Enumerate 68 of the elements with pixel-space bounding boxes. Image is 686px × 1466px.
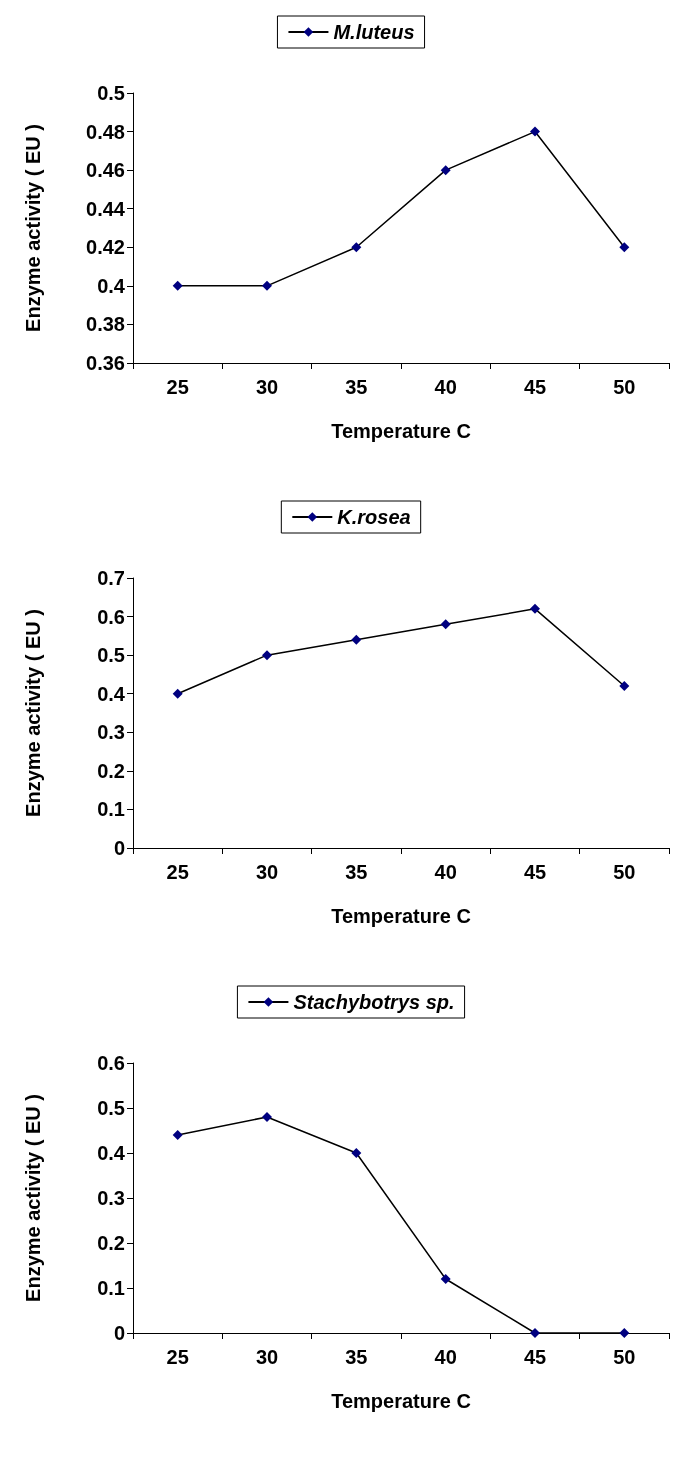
y-tick-label: 0.44 (86, 197, 126, 220)
point (530, 126, 540, 137)
y-tick-label: 0.5 (97, 644, 125, 667)
y-tick-label: 0.48 (86, 120, 125, 143)
point (351, 1148, 362, 1158)
x-axis-title: Temperature C (331, 905, 471, 927)
point (440, 165, 451, 176)
y-tick-label: 0 (113, 1322, 125, 1344)
y-tick-label: 0.46 (86, 159, 125, 182)
x-tick-label: 40 (434, 376, 457, 398)
point (262, 280, 272, 291)
point (530, 603, 540, 614)
y-tick-label: 0.3 (97, 721, 125, 744)
point (351, 634, 362, 645)
y-tick-label: 0.1 (97, 1277, 125, 1299)
y-tick-label: 0.4 (97, 274, 126, 297)
point (619, 242, 630, 253)
y-axis-title: Enzyme activity ( EU ) (22, 609, 44, 817)
point (262, 650, 272, 661)
y-tick-label: 0.4 (97, 682, 126, 705)
point (440, 619, 451, 630)
y-tick-label: 0.5 (97, 1097, 125, 1119)
x-tick-label: 45 (523, 376, 547, 398)
x-tick-label: 25 (166, 861, 189, 883)
x-tick-label: 30 (255, 1346, 279, 1368)
point (619, 1328, 630, 1338)
x-axis-title: Temperature C (331, 1390, 471, 1412)
x-tick-label: 30 (255, 861, 279, 883)
x-tick-label: 25 (166, 376, 189, 398)
y-tick-label: 0.36 (86, 352, 125, 374)
y-tick-label: 0.6 (97, 605, 125, 628)
point (530, 1328, 540, 1338)
y-axis-title: Enzyme activity ( EU ) (22, 1094, 44, 1302)
x-tick-label: 35 (345, 861, 368, 883)
point (172, 1130, 183, 1140)
x-tick-label: 30 (255, 376, 279, 398)
y-tick-label: 0.2 (97, 1232, 125, 1254)
x-tick-label: 40 (434, 1346, 457, 1368)
legend-label: M.luteus (333, 21, 415, 43)
point (351, 242, 362, 253)
x-tick-label: 45 (523, 861, 547, 883)
y-tick-label: 0.38 (86, 313, 125, 336)
x-axis-title: Temperature C (331, 420, 471, 442)
y-axis-title: Enzyme activity ( EU ) (22, 124, 44, 332)
y-tick-label: 0.42 (86, 236, 125, 259)
x-tick-label: 50 (613, 376, 636, 398)
point (172, 688, 183, 699)
point (619, 681, 630, 691)
y-tick-label: 0.1 (97, 798, 125, 821)
point (262, 1112, 272, 1122)
x-tick-label: 45 (523, 1346, 547, 1368)
point (440, 1274, 451, 1284)
y-tick-label: 0.3 (97, 1187, 125, 1209)
y-tick-label: 0 (113, 837, 125, 859)
x-tick-label: 40 (434, 861, 457, 883)
legend-label: K.rosea (337, 506, 411, 528)
x-tick-label: 50 (613, 861, 636, 883)
x-tick-label: 50 (613, 1346, 636, 1368)
y-tick-label: 0.4 (97, 1142, 126, 1164)
x-tick-label: 35 (345, 376, 368, 398)
point (172, 280, 183, 291)
y-tick-label: 0.5 (97, 82, 125, 104)
y-tick-label: 0.6 (97, 1052, 125, 1074)
x-tick-label: 25 (166, 1346, 189, 1368)
y-tick-label: 0.7 (97, 567, 125, 589)
y-tick-label: 0.2 (97, 759, 125, 782)
x-tick-label: 35 (345, 1346, 368, 1368)
legend-label: Stachybotrys sp. (293, 991, 455, 1013)
